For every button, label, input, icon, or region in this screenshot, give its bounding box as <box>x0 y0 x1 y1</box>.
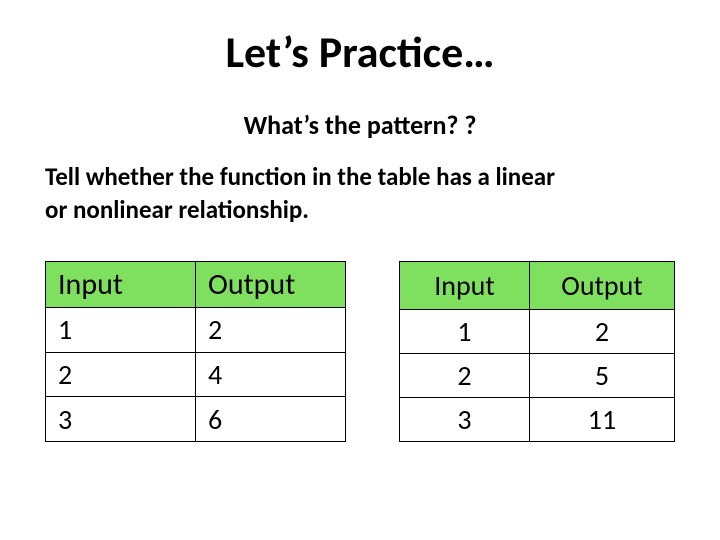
table-cell: 4 <box>196 352 346 397</box>
prompt-text: Tell whether the function in the table h… <box>40 161 680 226</box>
table-left-header-input: Input <box>46 262 196 308</box>
table-header-row: Input Output <box>400 262 675 310</box>
page-title: Let’s Practice… <box>40 25 680 79</box>
table-row: 1 2 <box>400 310 675 354</box>
table-row: 1 2 <box>46 308 346 353</box>
table-right: Input Output 1 2 2 5 3 11 <box>399 261 675 442</box>
table-cell: 2 <box>196 308 346 353</box>
table-left: Input Output 1 2 2 4 3 6 <box>45 261 346 442</box>
table-cell: 1 <box>400 310 530 354</box>
table-cell: 2 <box>530 310 675 354</box>
table-row: 2 5 <box>400 354 675 398</box>
table-row: 3 6 <box>46 397 346 442</box>
table-cell: 3 <box>46 397 196 442</box>
slide: Let’s Practice… What’s the pattern? ? Te… <box>0 0 720 540</box>
table-cell: 6 <box>196 397 346 442</box>
table-cell: 2 <box>400 354 530 398</box>
table-header-row: Input Output <box>46 262 346 308</box>
subtitle: What’s the pattern? ? <box>40 109 680 141</box>
table-left-header-output: Output <box>196 262 346 308</box>
table-cell: 1 <box>46 308 196 353</box>
table-right-header-input: Input <box>400 262 530 310</box>
table-row: 2 4 <box>46 352 346 397</box>
table-cell: 5 <box>530 354 675 398</box>
table-cell: 3 <box>400 398 530 442</box>
table-right-header-output: Output <box>530 262 675 310</box>
table-cell: 2 <box>46 352 196 397</box>
prompt-line2: or nonlinear relationship. <box>45 194 309 225</box>
table-row: 3 11 <box>400 398 675 442</box>
tables-row: Input Output 1 2 2 4 3 6 <box>40 261 680 442</box>
table-cell: 11 <box>530 398 675 442</box>
prompt-line1: Tell whether the function in the table h… <box>45 161 555 192</box>
